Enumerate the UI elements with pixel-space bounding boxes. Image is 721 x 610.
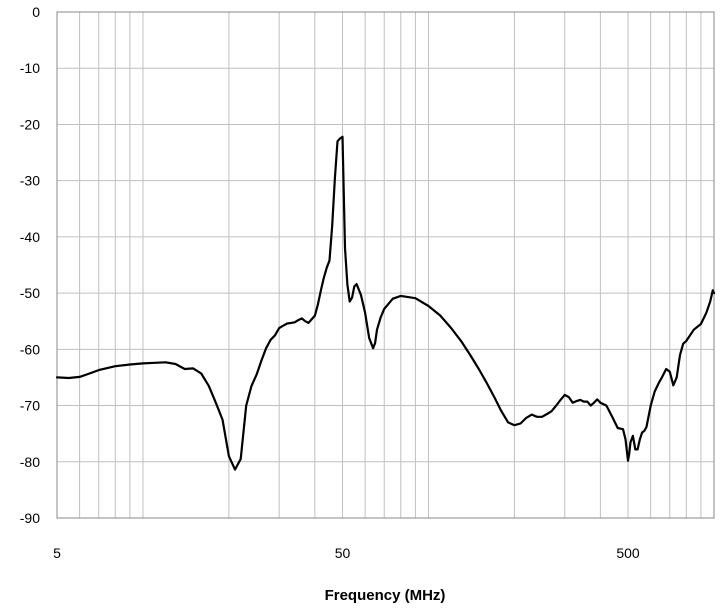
y-tick-label: -40 xyxy=(20,229,40,245)
y-axis-tick-labels: 0 -10 -20 -30 -40 -50 -60 -70 -80 -90 xyxy=(20,4,40,526)
x-tick-label: 500 xyxy=(616,545,640,561)
y-tick-label: -70 xyxy=(20,398,40,414)
y-tick-label: -10 xyxy=(20,60,40,76)
series-line xyxy=(55,135,716,471)
x-tick-label: 5 xyxy=(53,545,61,561)
y-tick-label: -80 xyxy=(20,454,40,470)
x-axis-tick-labels: 5 50 500 xyxy=(53,545,640,561)
plot-area-frame xyxy=(56,11,715,519)
x-tick-label: 50 xyxy=(335,545,351,561)
y-tick-label: -20 xyxy=(20,116,40,132)
y-tick-label: -50 xyxy=(20,285,40,301)
y-tick-label: -60 xyxy=(20,341,40,357)
y-tick-label: -30 xyxy=(20,173,40,189)
y-tick-label: -90 xyxy=(20,510,40,526)
x-axis-label: Frequency (MHz) xyxy=(325,587,446,604)
series-layer xyxy=(55,135,716,471)
y-tick-label: 0 xyxy=(32,4,40,20)
grid-lines xyxy=(57,11,714,519)
